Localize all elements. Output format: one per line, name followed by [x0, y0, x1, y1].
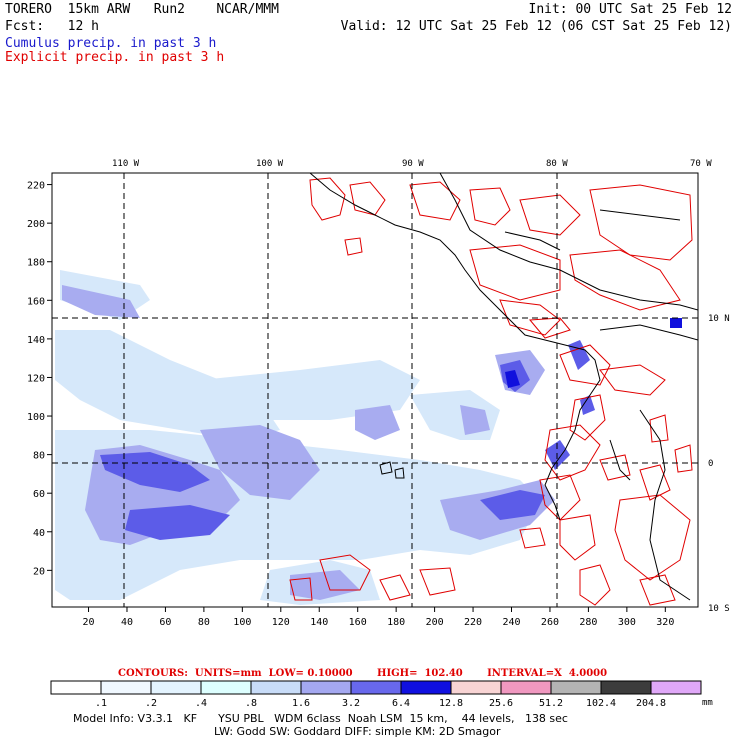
- x-tick-label: 60: [159, 617, 171, 628]
- lat-labels: 10 N 0 10 S: [708, 314, 730, 614]
- colorbar-label: .8: [245, 698, 257, 709]
- y-tick-label: 20: [33, 566, 45, 577]
- colorbar-label: 6.4: [392, 698, 410, 709]
- lat-label: 0: [708, 459, 713, 469]
- colorbar-label: .2: [145, 698, 157, 709]
- colorbar-swatch: [500, 680, 552, 695]
- init-time: Init: 00 UTC Sat 25 Feb 12: [528, 2, 733, 17]
- colorbar-label: 204.8: [636, 698, 666, 709]
- x-tick-label: 200: [426, 617, 444, 628]
- physics-info: LW: Godd SW: Goddard DIFF: simple KM: 2D…: [214, 725, 501, 738]
- colorbar-swatch: [300, 680, 352, 695]
- colorbar-swatch: [100, 680, 152, 695]
- colorbar-swatch: [650, 680, 702, 695]
- lon-label: 80 W: [546, 159, 568, 169]
- x-tick-label: 100: [233, 617, 251, 628]
- colorbar-label: .1: [95, 698, 107, 709]
- colorbar-swatch: [400, 680, 452, 695]
- y-tick-label: 80: [33, 451, 45, 462]
- y-tick-label: 40: [33, 528, 45, 539]
- y-tick-labels: 20 40 60 80 100 120 140 160 180 200 220: [27, 181, 45, 578]
- y-tick-label: 200: [27, 219, 45, 230]
- lon-label: 90 W: [402, 159, 424, 169]
- explicit-legend: Explicit precip. in past 3 h: [5, 50, 225, 65]
- cumulus-legend: Cumulus precip. in past 3 h: [5, 36, 217, 51]
- x-tick-label: 280: [579, 617, 597, 628]
- colorbar: [50, 680, 702, 695]
- y-tick-label: 120: [27, 373, 45, 384]
- lon-label: 100 W: [256, 159, 284, 169]
- colorbar-label: 12.8: [439, 698, 463, 709]
- valid-time: Valid: 12 UTC Sat 25 Feb 12 (06 CST Sat …: [340, 19, 732, 34]
- colorbar-swatch: [350, 680, 402, 695]
- precip-field: [55, 270, 682, 607]
- y-tick-label: 60: [33, 489, 45, 500]
- x-tick-label: 140: [310, 617, 328, 628]
- colorbar-swatch: [200, 680, 252, 695]
- lon-labels: 110 W 100 W 90 W 80 W 70 W: [112, 159, 712, 169]
- colorbar-label: 51.2: [539, 698, 563, 709]
- x-tick-label: 160: [349, 617, 367, 628]
- x-tick-label: 40: [121, 617, 133, 628]
- map-frame: [51, 172, 699, 608]
- colorbar-label: .4: [195, 698, 207, 709]
- x-tick-label: 20: [83, 617, 95, 628]
- colorbar-label: 3.2: [342, 698, 360, 709]
- colorbar-unit: mm: [702, 698, 713, 708]
- colorbar-swatch: [450, 680, 502, 695]
- lat-label: 10 N: [708, 314, 730, 324]
- x-tick-label: 120: [272, 617, 290, 628]
- y-tick-label: 160: [27, 296, 45, 307]
- y-tick-label: 140: [27, 335, 45, 346]
- cumulus-dark-shading: [100, 340, 595, 540]
- x-tick-label: 300: [618, 617, 636, 628]
- contours-info: CONTOURS: UNITS=mm LOW= 0.10000 HIGH= 10…: [118, 668, 608, 679]
- x-tick-label: 240: [502, 617, 520, 628]
- colorbar-swatch: [600, 680, 652, 695]
- colorbar-labels: .1 .2 .4 .8 1.6 3.2 6.4 12.8 25.6 51.2 102.4 204.8: [95, 698, 666, 709]
- lon-label: 110 W: [112, 159, 140, 169]
- colorbar-label: 25.6: [489, 698, 513, 709]
- lon-label: 70 W: [690, 159, 712, 169]
- cumulus-max-shading: [505, 318, 682, 388]
- x-tick-label: 220: [464, 617, 482, 628]
- cumulus-light-shading: [55, 270, 540, 605]
- y-tick-label: 180: [27, 258, 45, 269]
- y-tick-label: 100: [27, 412, 45, 423]
- x-tick-labels: 20 40 60 80 100 120 140 160 180 200 220 240 260 280 30…: [83, 617, 675, 628]
- coastlines: [309, 173, 698, 601]
- forecast-hour: Fcst: 12 h: [5, 19, 99, 34]
- lat-label: 10 S: [708, 604, 730, 614]
- colorbar-label: 102.4: [586, 698, 616, 709]
- model-info: Model Info: V3.3.1 KF YSU PBL WDM 6class…: [73, 712, 568, 725]
- colorbar-swatch: [550, 680, 602, 695]
- y-tick-label: 220: [27, 181, 45, 192]
- x-tick-label: 320: [656, 617, 674, 628]
- model-title: TORERO 15km ARW Run2 NCAR/MMM: [5, 2, 279, 17]
- colorbar-label: 1.6: [292, 698, 310, 709]
- x-tick-label: 80: [198, 617, 210, 628]
- x-tick-label: 260: [541, 617, 559, 628]
- explicit-precip-contours: [289, 177, 693, 606]
- colorbar-swatch: [250, 680, 302, 695]
- colorbar-swatch: [50, 680, 102, 695]
- x-tick-label: 180: [387, 617, 405, 628]
- graticule: [52, 173, 698, 607]
- axis-ticks: [47, 184, 666, 612]
- colorbar-swatch: [150, 680, 202, 695]
